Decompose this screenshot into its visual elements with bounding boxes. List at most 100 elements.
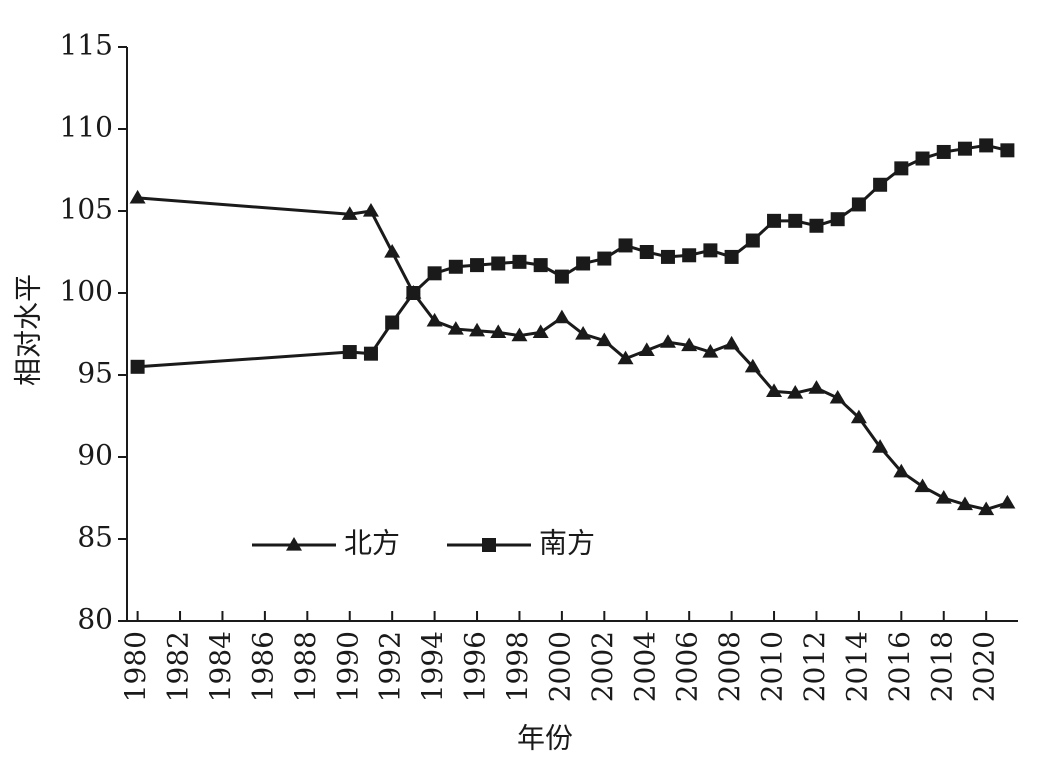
data-point xyxy=(893,463,910,478)
data-point xyxy=(936,144,951,159)
data-point xyxy=(788,213,803,228)
data-point xyxy=(362,203,379,217)
x-tick-label: 1984 xyxy=(204,631,237,702)
data-point xyxy=(553,309,570,324)
data-point xyxy=(829,389,846,404)
x-tick-label: 1992 xyxy=(374,631,407,702)
data-point xyxy=(808,380,825,394)
data-point xyxy=(363,346,378,361)
data-point xyxy=(979,138,994,153)
data-point xyxy=(448,259,463,274)
data-point xyxy=(809,218,824,233)
data-point xyxy=(490,324,507,338)
data-point xyxy=(914,478,931,493)
legend-marker xyxy=(286,537,302,551)
data-point xyxy=(341,206,358,220)
x-tick-label: 2010 xyxy=(756,631,789,702)
data-point xyxy=(470,258,485,273)
data-point xyxy=(830,212,845,227)
data-point xyxy=(427,266,442,281)
data-point xyxy=(491,256,506,271)
y-tick-label: 100 xyxy=(60,275,113,308)
data-point xyxy=(851,197,866,212)
x-tick-label: 2016 xyxy=(883,631,916,702)
data-point xyxy=(575,326,592,340)
x-tick-label: 2000 xyxy=(543,631,576,702)
y-tick-label: 90 xyxy=(77,439,113,472)
y-tick-label: 80 xyxy=(77,603,113,636)
x-tick-label: 2012 xyxy=(798,631,831,702)
data-point xyxy=(723,335,740,350)
data-point xyxy=(638,342,655,356)
y-tick-label: 115 xyxy=(60,29,113,62)
data-point xyxy=(532,324,549,338)
data-point xyxy=(978,501,995,516)
data-point xyxy=(660,249,675,264)
data-point xyxy=(447,321,464,335)
x-tick-label: 1982 xyxy=(162,631,195,702)
data-point xyxy=(850,409,867,424)
data-point xyxy=(617,350,634,365)
y-tick-label: 95 xyxy=(77,357,113,390)
x-tick-label: 2014 xyxy=(840,631,873,702)
data-point xyxy=(618,238,633,253)
series-line xyxy=(137,196,1008,512)
data-point xyxy=(744,358,761,373)
x-tick-label: 1988 xyxy=(289,631,322,702)
data-point xyxy=(724,249,739,264)
data-point xyxy=(554,269,569,284)
data-point xyxy=(1000,143,1015,158)
legend-marker xyxy=(482,538,496,552)
data-point xyxy=(957,141,972,156)
data-point xyxy=(511,327,528,342)
data-point xyxy=(767,213,782,228)
x-tick-label: 2018 xyxy=(925,631,958,702)
data-point xyxy=(130,359,145,374)
y-tick-label: 105 xyxy=(60,193,113,226)
data-point xyxy=(129,189,146,204)
data-point xyxy=(384,244,401,258)
data-point xyxy=(766,383,783,397)
data-point xyxy=(894,161,909,176)
data-point xyxy=(533,258,548,273)
data-point xyxy=(999,494,1016,509)
x-tick-label: 2002 xyxy=(586,631,619,702)
x-tick-label: 2006 xyxy=(671,631,704,702)
x-tick-label: 1998 xyxy=(501,631,534,702)
data-point xyxy=(639,245,654,259)
data-point xyxy=(576,256,591,271)
data-point xyxy=(681,337,698,352)
data-point xyxy=(426,312,443,327)
x-tick-label: 2004 xyxy=(628,631,661,702)
data-point xyxy=(745,233,760,248)
x-tick-label: 2008 xyxy=(713,631,746,702)
x-axis-label: 年份 xyxy=(517,722,573,755)
y-tick-label: 110 xyxy=(60,111,113,144)
data-point xyxy=(915,151,930,166)
data-point xyxy=(873,177,888,192)
data-point xyxy=(512,254,527,269)
data-point xyxy=(702,344,719,358)
data-point xyxy=(596,332,613,347)
legend-label: 南方 xyxy=(539,527,595,560)
data-point xyxy=(659,334,676,348)
x-tick-label: 1980 xyxy=(119,631,152,702)
legend-label: 北方 xyxy=(344,527,400,560)
x-tick-label: 1986 xyxy=(246,631,279,702)
data-point xyxy=(872,439,889,453)
data-point xyxy=(406,286,421,300)
data-point xyxy=(935,490,952,504)
y-axis-label: 相对水平 xyxy=(12,274,45,386)
x-tick-label: 1994 xyxy=(416,631,449,702)
x-tick-label: 1996 xyxy=(459,631,492,702)
data-point xyxy=(469,322,486,337)
x-tick-label: 1990 xyxy=(331,631,364,702)
data-point xyxy=(385,315,400,330)
data-point xyxy=(597,251,612,266)
data-point xyxy=(682,248,697,263)
data-point xyxy=(703,243,718,258)
data-point xyxy=(956,496,973,511)
data-point xyxy=(342,345,357,360)
y-tick-label: 85 xyxy=(77,521,113,554)
